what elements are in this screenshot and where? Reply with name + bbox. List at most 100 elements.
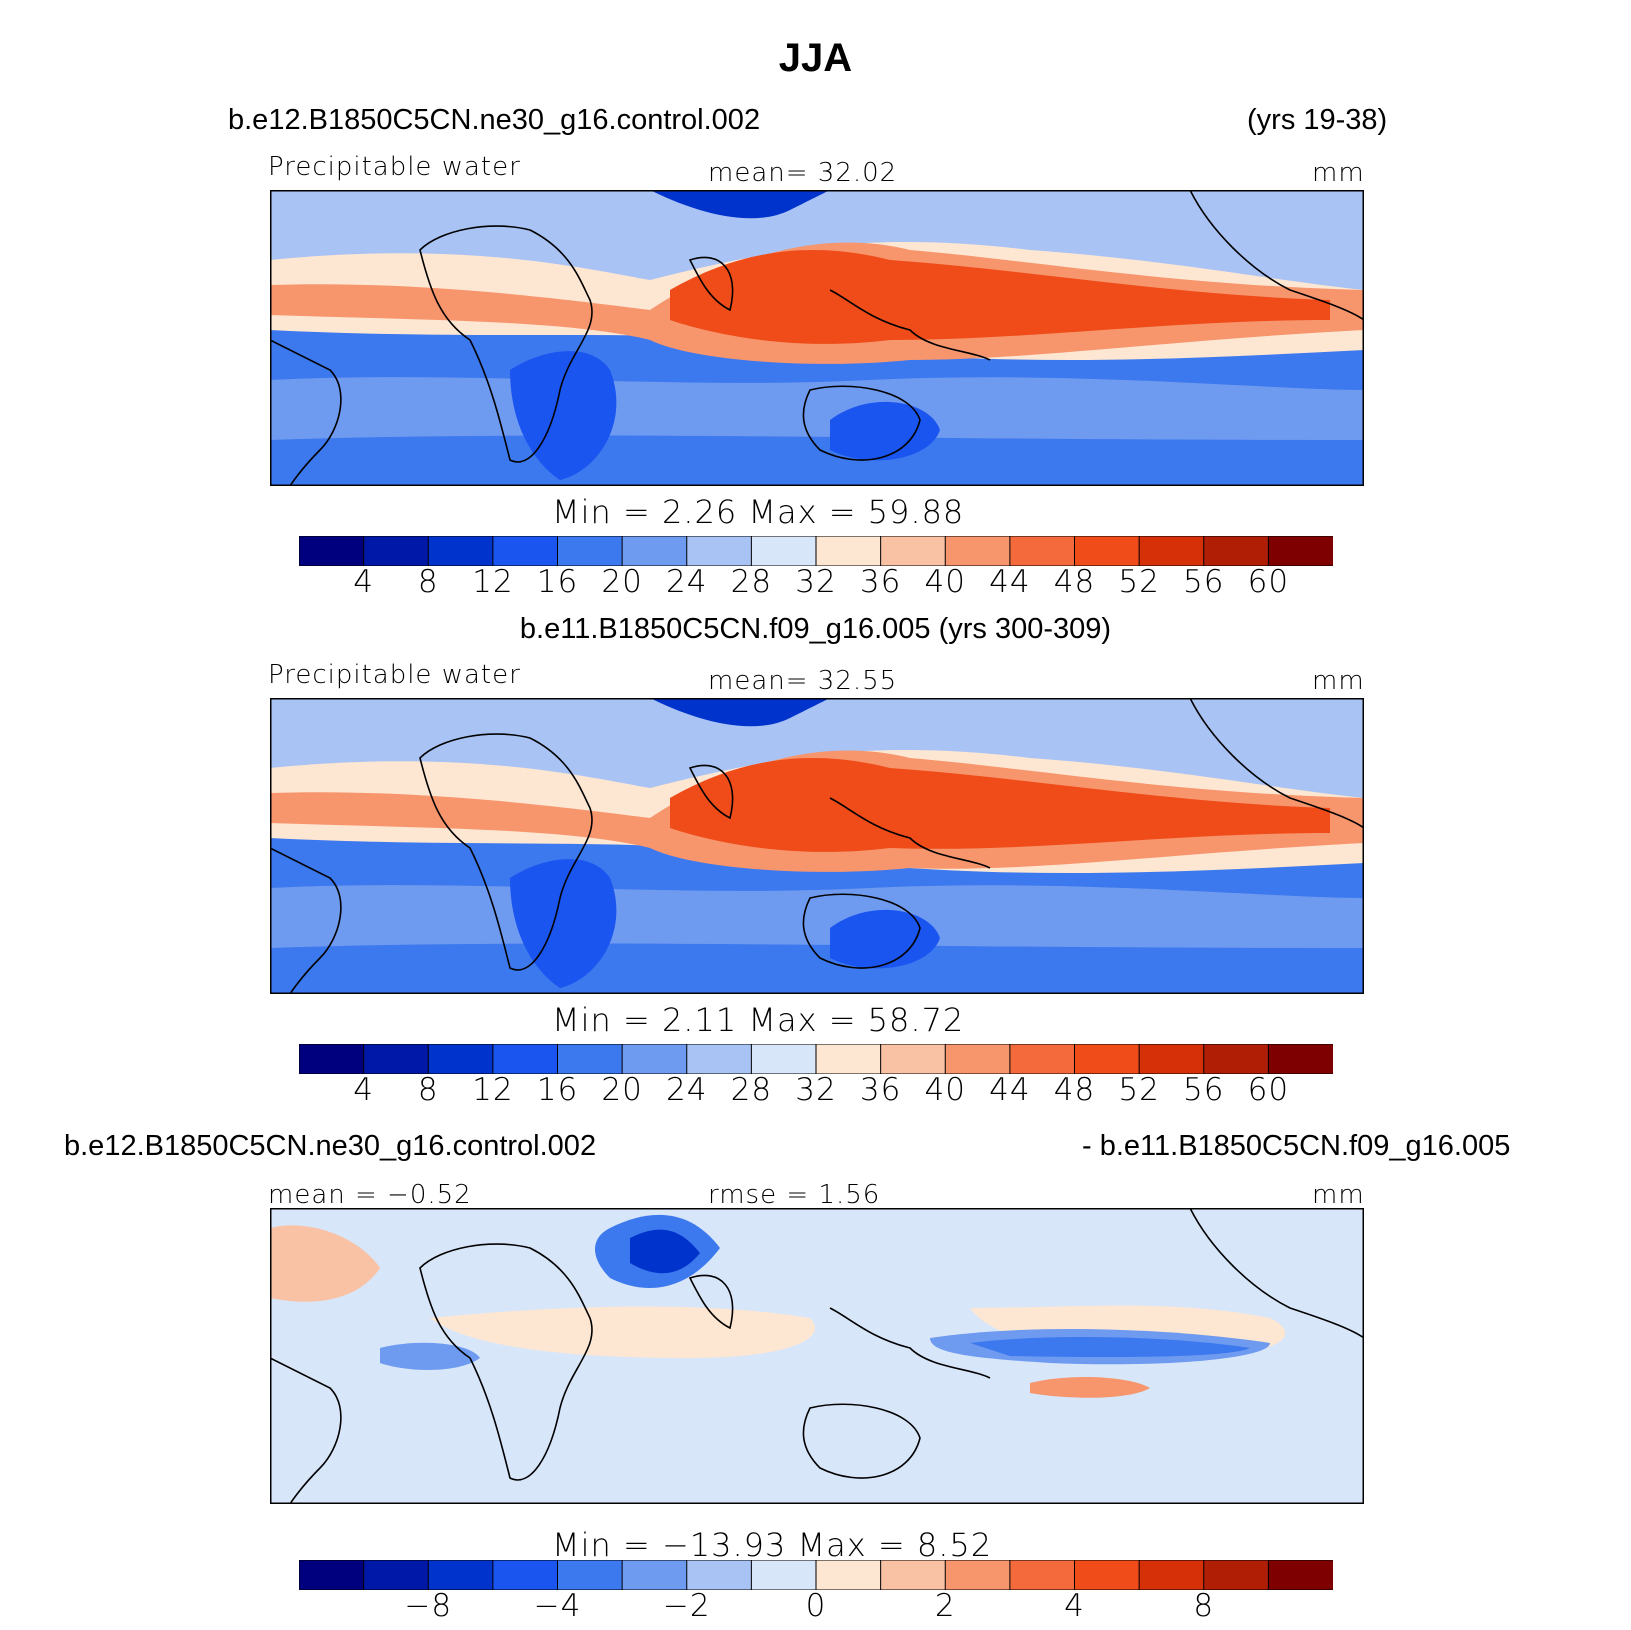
panel3-run-label: b.e12.B1850C5CN.ne30_g16.control.002 (64, 1130, 597, 1162)
colorbar-tick-label: 60 (1247, 1072, 1290, 1108)
colorbar-swatch (944, 536, 1011, 566)
colorbar-tick-label: 56 (1183, 564, 1225, 600)
panel2-south-cold (270, 943, 1364, 994)
panel3-mean-label: mean = −0.52 (268, 1180, 472, 1210)
panel1-tibet-cold (650, 190, 830, 219)
colorbar-tick-label: 32 (795, 1072, 837, 1108)
colorbar-swatch (1074, 536, 1141, 566)
colorbar-tick-label: 32 (795, 564, 837, 600)
panel1-warm-core (670, 250, 1330, 344)
panel1-units-label: mm (1312, 158, 1365, 188)
colorbar-swatch (880, 1560, 947, 1590)
colorbar-tick-label: 52 (1118, 564, 1160, 600)
panel2-australia-cold (830, 909, 940, 969)
colorbar-tick-label: 36 (859, 564, 902, 600)
colorbar-tick-label: 24 (666, 1072, 708, 1108)
figure-title: JJA (778, 36, 853, 80)
panel2-units-label: mm (1312, 666, 1365, 696)
colorbar-swatch (492, 536, 559, 566)
panel1-australia-cold (830, 401, 940, 461)
colorbar-swatch (815, 536, 882, 566)
colorbar-swatch (621, 1560, 688, 1590)
colorbar-tick-label: 16 (536, 1072, 579, 1108)
colorbar-tick-label: 48 (1053, 1072, 1096, 1108)
colorbar-swatch (750, 1044, 818, 1074)
colorbar-tick-label: 48 (1053, 564, 1096, 600)
panel3-warm-west (270, 1225, 380, 1302)
colorbar-swatch (686, 1044, 753, 1074)
panel2-africa-cold (510, 859, 617, 988)
colorbar-swatch (557, 536, 624, 566)
colorbar-tick-label: 36 (859, 1072, 902, 1108)
colorbar-tick-label: 2 (934, 1588, 956, 1624)
colorbar-tick-label: 4 (353, 1072, 374, 1108)
panel2-variable-label: Precipitable water (268, 660, 521, 690)
panel3-run-diff-label: - b.e11.B1850C5CN.f09_g16.005 (1082, 1130, 1511, 1162)
panel2-mean-label: mean= 32.55 (708, 666, 898, 696)
panel3-warm-spot (1030, 1376, 1150, 1398)
colorbar-tick-label: 8 (1193, 1588, 1215, 1624)
colorbar-swatch (557, 1044, 624, 1074)
colorbar-swatch (1267, 1044, 1333, 1074)
panel1-map-frame (270, 190, 1364, 486)
colorbar-tick-label: 12 (472, 564, 514, 600)
colorbar-swatch (944, 1044, 1011, 1074)
panel2-map (270, 698, 1364, 994)
colorbar-swatch (557, 1560, 624, 1590)
panel1-colorbar (299, 536, 1333, 566)
panel3-map-frame (270, 1208, 1364, 1504)
colorbar-swatch (363, 1560, 430, 1590)
colorbar-swatch (1203, 536, 1270, 566)
colorbar-swatch (686, 536, 753, 566)
colorbar-swatch (1203, 1044, 1270, 1074)
panel1-colorbar-ticks: 4 8 12 16 20 24 28 32 36 40 44 48 52 56 60 (299, 564, 1333, 606)
colorbar-swatch (1203, 1560, 1270, 1590)
panel3-colorbar (299, 1560, 1333, 1590)
panel2-map-frame (270, 698, 1364, 994)
colorbar-swatch (1074, 1560, 1141, 1590)
colorbar-swatch (299, 1560, 365, 1590)
colorbar-tick-label: 12 (472, 1072, 514, 1108)
panel2-colorbar-ticks: 4 8 12 16 20 24 28 32 36 40 44 48 52 56 60 (299, 1072, 1333, 1114)
colorbar-tick-label: −4 (533, 1588, 582, 1624)
colorbar-swatch (1009, 1044, 1076, 1074)
colorbar-tick-label: 4 (353, 564, 374, 600)
panel2-coastlines (270, 698, 1364, 994)
colorbar-swatch (1074, 1044, 1141, 1074)
colorbar-tick-label: 8 (417, 1072, 439, 1108)
colorbar-swatch (621, 1044, 688, 1074)
colorbar-swatch (686, 1560, 753, 1590)
colorbar-tick-label: 44 (989, 1072, 1031, 1108)
colorbar-tick-label: 44 (989, 564, 1031, 600)
panel3-warm-band (430, 1306, 815, 1358)
panel3-coastlines (270, 1208, 1364, 1504)
colorbar-swatch (621, 536, 688, 566)
panel2-tibet-cold (650, 698, 830, 727)
panel3-rmse-label: rmse = 1.56 (708, 1180, 881, 1210)
panel1-variable-label: Precipitable water (268, 152, 521, 182)
colorbar-swatch (492, 1560, 559, 1590)
colorbar-swatch (815, 1560, 882, 1590)
colorbar-swatch (1138, 1560, 1205, 1590)
colorbar-swatch (750, 536, 818, 566)
panel2-run-label: b.e11.B1850C5CN.f09_g16.005 (yrs 300-309… (519, 613, 1112, 645)
colorbar-swatch (815, 1044, 882, 1074)
panel3-cold-atlantic (380, 1342, 480, 1370)
panel3-map (270, 1208, 1364, 1504)
colorbar-tick-label: 28 (730, 564, 773, 600)
colorbar-swatch (363, 536, 430, 566)
panel3-colorbar-ticks: −8 −4 −2 0 2 4 8 (299, 1588, 1333, 1630)
colorbar-swatch (1009, 1560, 1076, 1590)
colorbar-tick-label: 0 (805, 1588, 827, 1624)
panel2-minmax-label: Min = 2.11 Max = 58.72 (552, 1001, 965, 1039)
colorbar-swatch (1138, 1044, 1205, 1074)
colorbar-swatch (299, 536, 365, 566)
colorbar-swatch (427, 536, 494, 566)
colorbar-tick-label: 56 (1183, 1072, 1225, 1108)
colorbar-swatch (427, 1044, 494, 1074)
colorbar-swatch (750, 1560, 818, 1590)
panel1-mean-label: mean= 32.02 (708, 158, 898, 188)
panel1-map (270, 190, 1364, 486)
colorbar-tick-label: 40 (924, 1072, 966, 1108)
panel1-years-label: (yrs 19-38) (1247, 104, 1388, 136)
